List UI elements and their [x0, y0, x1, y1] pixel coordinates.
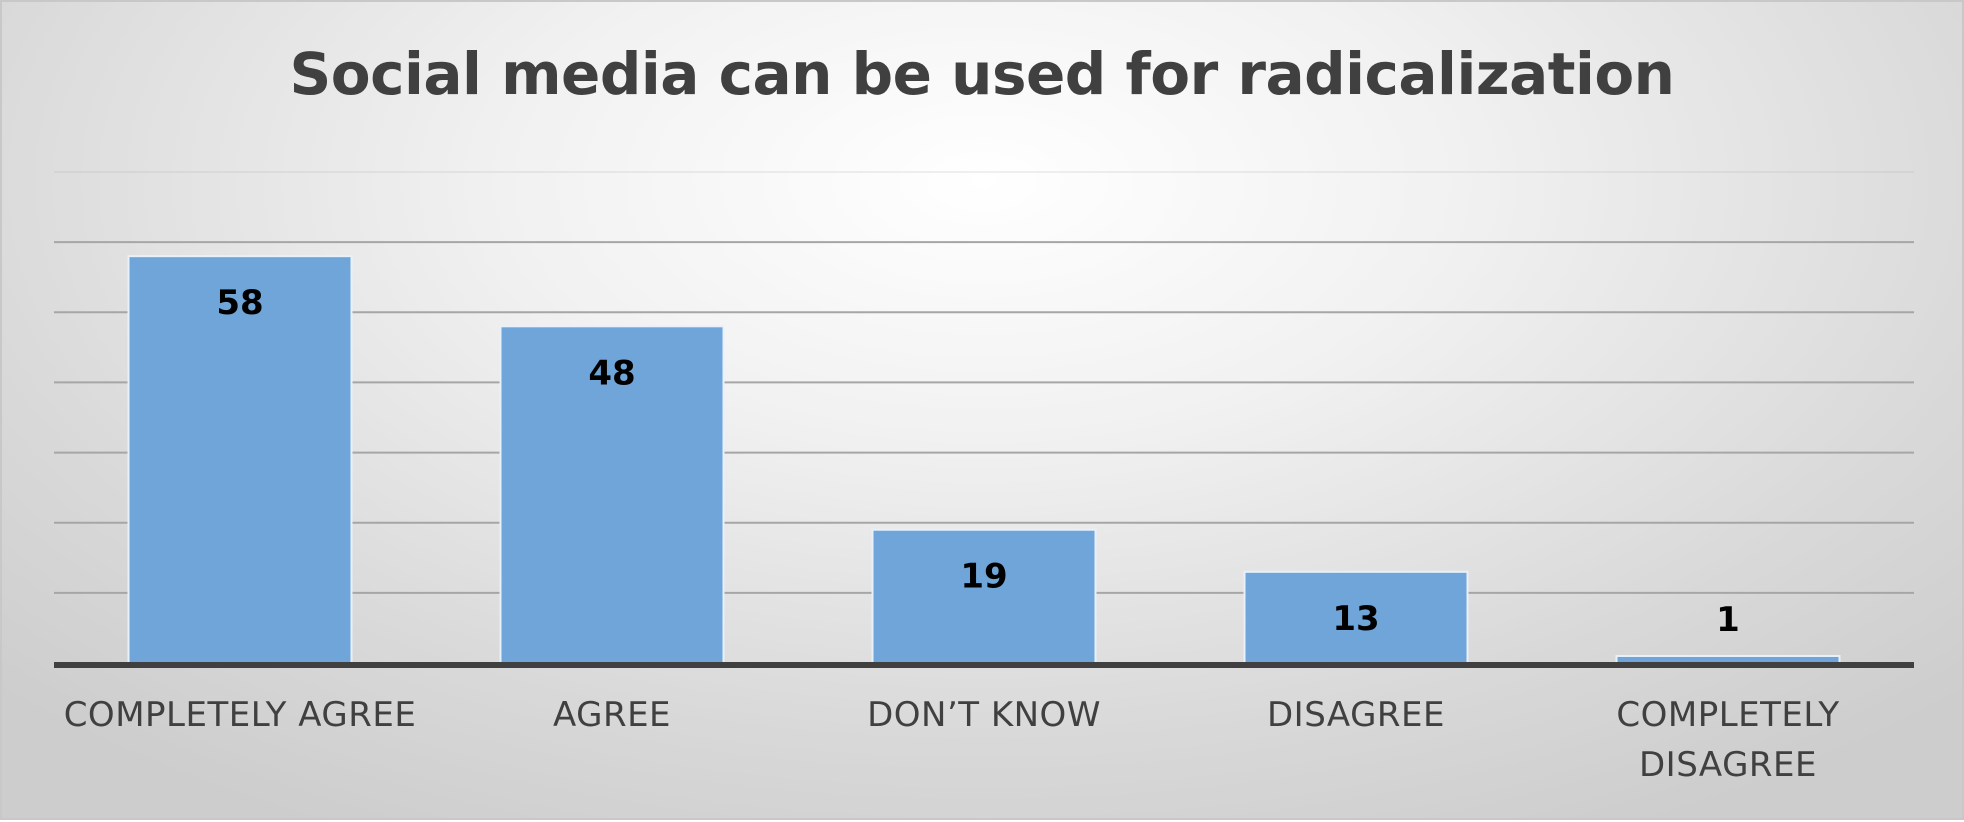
- x-tick-label: DON’T KNOW: [867, 695, 1101, 735]
- bar: [1615, 654, 1841, 665]
- chart-title: Social media can be used for radicalizat…: [289, 40, 1675, 108]
- x-tick-label: COMPLETELY DISAGREE: [1616, 695, 1840, 785]
- x-tick-label: AGREE: [552, 695, 672, 735]
- bar: [127, 255, 353, 665]
- data-label: 19: [960, 557, 1007, 597]
- x-tick-label: COMPLETELY AGREE: [63, 695, 417, 735]
- data-label: 13: [1332, 599, 1379, 639]
- data-label: 1: [1716, 600, 1740, 640]
- data-label: 48: [588, 353, 635, 393]
- data-label: 58: [216, 283, 263, 323]
- bar: [499, 325, 725, 664]
- x-tick-label: DISAGREE: [1266, 695, 1446, 735]
- bar: [1243, 570, 1469, 664]
